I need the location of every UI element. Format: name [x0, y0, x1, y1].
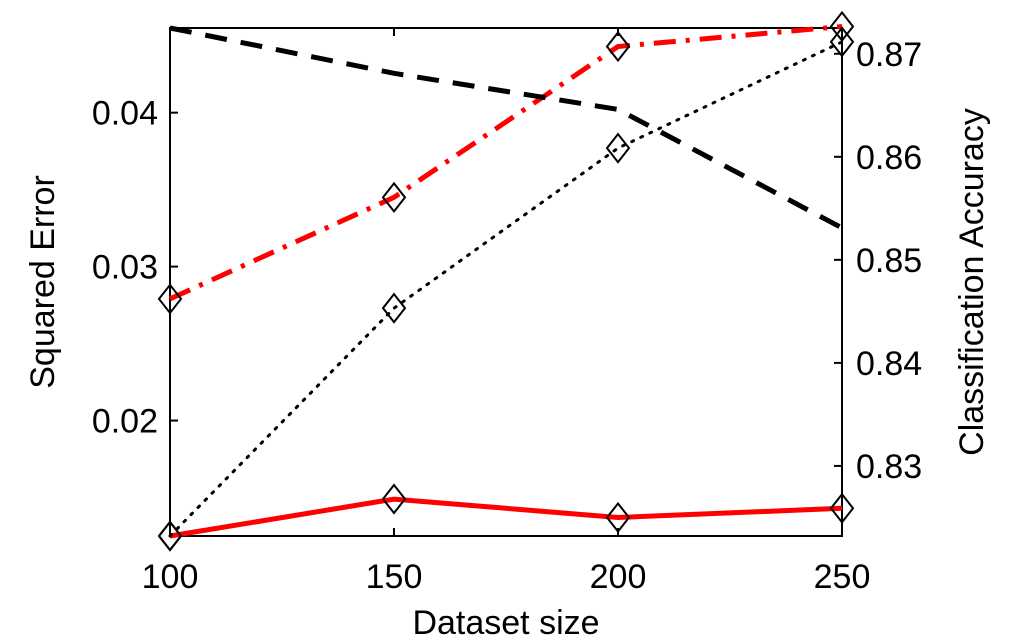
plot-frame	[169, 27, 843, 537]
series-3-point-2	[381, 292, 407, 324]
series-2-point-2	[381, 181, 407, 213]
left-y-tick-label: 0.04	[92, 95, 158, 133]
right-y-tick-label: 0.86	[856, 139, 922, 177]
right-y-axis-ticks: 0.83 0.84 0.85 0.86 0.87	[834, 36, 922, 486]
right-y-tick-label: 0.84	[856, 345, 922, 383]
series-layer	[168, 24, 844, 539]
left-y-axis-label: Squared Error	[24, 175, 62, 389]
plot-area	[169, 27, 843, 537]
x-tick-label: 250	[814, 558, 871, 596]
series-1-point-4	[829, 492, 855, 524]
series-line-2	[168, 24, 843, 302]
right-y-tick-label: 0.83	[856, 448, 922, 486]
left-y-tick-label: 0.02	[92, 403, 158, 441]
x-axis-label: Dataset size	[412, 604, 599, 642]
series-1-point-2	[381, 483, 407, 515]
series-3-point-3	[605, 132, 631, 164]
series-2-point-4	[829, 10, 855, 43]
x-tick-label: 100	[142, 558, 199, 596]
series-2-point-3	[605, 30, 631, 63]
series-line-4	[169, 25, 844, 231]
series-3-point-4	[829, 26, 855, 58]
series-line-1	[169, 496, 843, 539]
right-y-tick-label: 0.87	[856, 36, 922, 74]
series-3-point-1	[157, 520, 183, 552]
left-y-tick-label: 0.03	[92, 249, 158, 287]
series-line-3	[168, 40, 844, 538]
series-2-point-1	[157, 283, 183, 315]
x-axis-ticks: 100 150 200 250	[142, 28, 871, 596]
x-tick-label: 150	[366, 558, 423, 596]
right-y-tick-label: 0.85	[856, 242, 922, 280]
right-y-axis-label: Classification Accuracy	[953, 108, 991, 456]
left-y-axis-ticks: 0.02 0.03 0.04	[92, 95, 178, 441]
x-tick-label: 200	[590, 558, 647, 596]
